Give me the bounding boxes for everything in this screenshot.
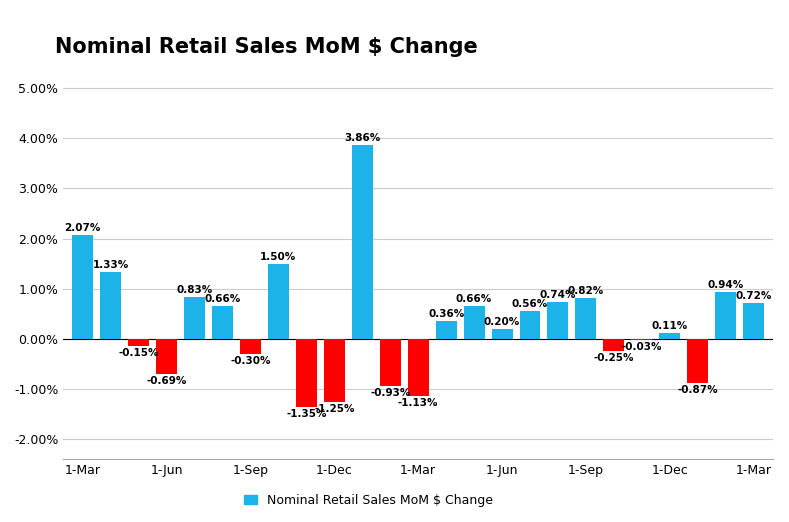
Text: 1.50%: 1.50% xyxy=(260,252,297,262)
Text: -0.87%: -0.87% xyxy=(678,385,718,395)
Text: -0.30%: -0.30% xyxy=(230,356,271,366)
Bar xyxy=(156,339,177,374)
Bar xyxy=(380,339,401,386)
Bar xyxy=(408,339,428,396)
Legend: Nominal Retail Sales MoM $ Change: Nominal Retail Sales MoM $ Change xyxy=(239,489,498,512)
Text: 0.20%: 0.20% xyxy=(484,317,520,327)
Bar xyxy=(464,306,484,339)
Bar xyxy=(268,264,289,339)
Bar xyxy=(492,329,513,339)
Bar xyxy=(660,334,680,339)
Text: 1.33%: 1.33% xyxy=(92,260,129,270)
Text: 0.11%: 0.11% xyxy=(652,322,688,331)
Text: -1.13%: -1.13% xyxy=(398,398,439,408)
Text: -0.15%: -0.15% xyxy=(118,349,159,359)
Bar xyxy=(687,339,709,383)
Bar xyxy=(436,321,457,339)
Bar xyxy=(100,272,122,339)
Text: Nominal Retail Sales MoM $ Change: Nominal Retail Sales MoM $ Change xyxy=(55,37,478,56)
Text: 0.66%: 0.66% xyxy=(204,294,241,304)
Text: 0.66%: 0.66% xyxy=(456,294,492,304)
Text: -1.35%: -1.35% xyxy=(286,409,327,419)
Bar xyxy=(604,339,624,351)
Bar xyxy=(352,145,372,339)
Text: 0.72%: 0.72% xyxy=(735,291,772,301)
Text: -1.25%: -1.25% xyxy=(314,404,354,413)
Bar xyxy=(212,306,233,339)
Text: -0.03%: -0.03% xyxy=(622,342,662,352)
Bar xyxy=(128,339,149,347)
Bar xyxy=(743,303,764,339)
Text: 0.94%: 0.94% xyxy=(708,280,744,290)
Bar xyxy=(73,235,93,339)
Text: -0.93%: -0.93% xyxy=(370,388,410,398)
Text: 0.83%: 0.83% xyxy=(177,285,213,295)
Bar xyxy=(296,339,317,407)
Text: 0.56%: 0.56% xyxy=(512,299,548,309)
Bar xyxy=(575,298,596,339)
Text: 0.36%: 0.36% xyxy=(428,309,464,319)
Text: -0.25%: -0.25% xyxy=(593,353,634,363)
Bar xyxy=(519,311,540,339)
Text: 2.07%: 2.07% xyxy=(65,223,101,233)
Bar xyxy=(631,339,653,340)
Bar xyxy=(240,339,261,354)
Bar xyxy=(184,297,205,339)
Bar xyxy=(548,302,568,339)
Text: -0.69%: -0.69% xyxy=(147,375,187,386)
Bar xyxy=(323,339,345,401)
Text: 3.86%: 3.86% xyxy=(344,133,380,143)
Bar xyxy=(715,292,736,339)
Text: 0.82%: 0.82% xyxy=(568,286,604,296)
Text: 0.74%: 0.74% xyxy=(540,290,576,300)
